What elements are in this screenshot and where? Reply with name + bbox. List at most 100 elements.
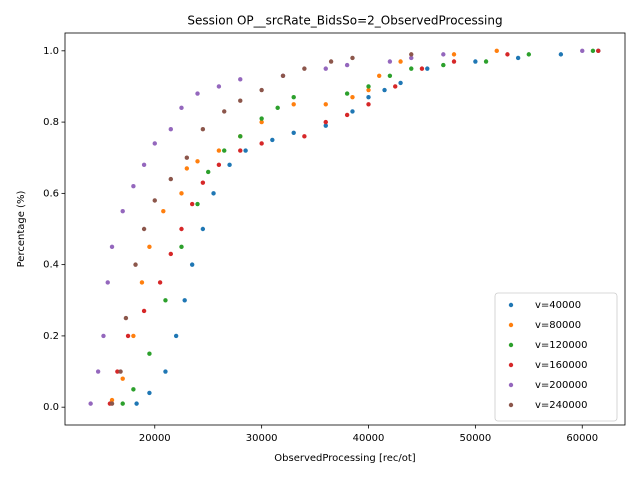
point	[200, 127, 206, 132]
point	[323, 123, 328, 128]
legend-label: v=160000	[535, 360, 587, 371]
point	[88, 401, 93, 406]
x-axis-label: ObservedProcessing [rec/ot]	[274, 453, 416, 464]
point	[291, 94, 296, 100]
point	[109, 401, 115, 406]
point	[350, 94, 355, 100]
point	[259, 141, 264, 146]
point	[184, 166, 190, 171]
point	[195, 91, 200, 96]
point	[419, 66, 425, 71]
point	[179, 191, 184, 196]
point	[195, 159, 200, 164]
x-tick-label: 30000	[246, 433, 278, 444]
point	[147, 244, 152, 250]
point	[291, 102, 296, 107]
point	[526, 52, 532, 57]
point	[152, 141, 157, 146]
point	[238, 98, 243, 103]
point	[120, 401, 125, 406]
point	[139, 280, 145, 285]
y-tick-label: 0.8	[43, 117, 59, 128]
point	[109, 397, 115, 403]
point	[147, 390, 152, 396]
point	[494, 48, 499, 54]
point	[280, 73, 286, 78]
point	[515, 55, 521, 61]
point	[168, 251, 174, 257]
point	[323, 119, 328, 125]
point	[168, 176, 174, 182]
point	[95, 369, 101, 374]
point	[451, 59, 457, 64]
point	[141, 162, 147, 168]
point	[483, 59, 489, 64]
point	[133, 262, 138, 267]
point	[216, 148, 222, 153]
point	[179, 105, 184, 111]
point	[120, 208, 125, 214]
point	[123, 315, 129, 321]
point	[134, 401, 139, 406]
point	[125, 333, 131, 339]
point	[109, 244, 115, 250]
point	[451, 52, 457, 57]
y-tick-label: 0.4	[43, 260, 59, 271]
legend-marker	[508, 302, 514, 308]
point	[302, 134, 307, 139]
y-tick-label: 1.0	[43, 46, 59, 57]
point	[195, 201, 200, 207]
point	[238, 148, 243, 153]
point	[211, 191, 216, 196]
point	[206, 169, 211, 175]
y-tick-label: 0.0	[43, 402, 59, 413]
point	[590, 48, 596, 54]
legend-marker	[508, 382, 514, 388]
point	[141, 308, 147, 314]
point	[101, 333, 106, 339]
point	[270, 137, 275, 143]
legend-label: v=120000	[535, 340, 587, 351]
y-axis-label: Percentage (%)	[16, 191, 27, 268]
point	[105, 280, 110, 285]
point	[216, 162, 222, 168]
point	[409, 52, 414, 57]
point	[173, 333, 179, 339]
x-tick-label: 50000	[459, 433, 491, 444]
point	[344, 62, 350, 68]
point	[118, 369, 123, 374]
point	[275, 105, 280, 111]
point	[328, 59, 334, 64]
point	[344, 112, 350, 118]
legend-box	[494, 292, 618, 422]
point	[243, 148, 248, 153]
point	[115, 369, 120, 374]
point	[259, 116, 264, 121]
point	[182, 298, 187, 303]
point	[409, 55, 414, 61]
point	[344, 91, 350, 96]
x-tick-label: 20000	[139, 433, 171, 444]
point	[398, 59, 403, 64]
point	[222, 148, 227, 153]
point	[398, 80, 403, 86]
chart-title: Session OP__srcRate_BidsSo=2_ObservedPro…	[187, 14, 502, 28]
point	[387, 73, 393, 78]
point	[350, 109, 355, 114]
point	[238, 77, 243, 82]
point	[120, 376, 125, 381]
legend-marker	[508, 342, 514, 348]
legend-marker	[508, 402, 514, 408]
point	[161, 208, 166, 214]
point	[323, 66, 328, 71]
point	[222, 109, 227, 114]
point	[302, 66, 307, 71]
point	[259, 119, 264, 125]
point	[200, 180, 206, 185]
point	[163, 369, 168, 374]
point	[200, 226, 206, 232]
y-tick-label: 0.6	[43, 188, 59, 199]
point	[131, 387, 136, 392]
point	[259, 87, 264, 93]
